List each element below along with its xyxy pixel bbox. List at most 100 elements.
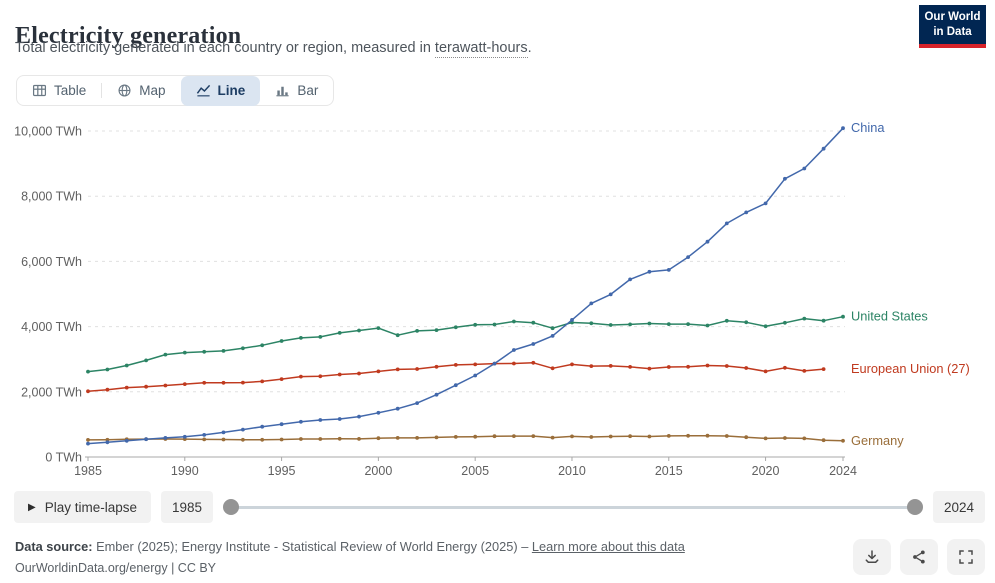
data-point-china xyxy=(357,414,361,419)
learn-more-link[interactable]: Learn more about this data xyxy=(531,539,685,554)
chart-plot-area[interactable]: 0 TWh 2,000 TWh 4,000 TWh 6,000 TWh 8,000 TW… xyxy=(0,0,995,486)
data-source-line: Data source: Ember (2025); Energy Instit… xyxy=(15,539,685,554)
play-timelapse-button[interactable]: ▶ Play time-lapse xyxy=(14,491,151,523)
data-point-european-union-27 xyxy=(453,363,458,367)
timeline-start-year[interactable]: 1985 xyxy=(161,491,214,523)
x-axis-label: 1990 xyxy=(171,464,199,478)
data-point-germany xyxy=(686,433,690,438)
y-axis-label: 6,000 TWh xyxy=(21,255,82,269)
data-point-china xyxy=(395,406,400,411)
bar-chart-icon xyxy=(276,86,289,97)
series-line-china[interactable] xyxy=(87,127,844,445)
data-point-germany xyxy=(666,434,671,438)
data-point-united-states xyxy=(492,322,497,327)
timeline-slider[interactable] xyxy=(223,491,923,523)
data-point-european-union-27 xyxy=(260,379,265,384)
data-point-european-union-27 xyxy=(666,365,671,369)
data-point-european-union-27 xyxy=(318,374,323,379)
data-point-china xyxy=(705,239,710,244)
owid-logo[interactable]: Our World in Data xyxy=(919,5,986,48)
series-label-germany[interactable]: Germany xyxy=(851,433,904,448)
data-point-china xyxy=(724,221,729,226)
x-axis-label: 2020 xyxy=(752,464,780,478)
data-point-united-states xyxy=(182,350,187,355)
data-point-germany xyxy=(86,438,90,442)
data-point-united-states xyxy=(744,320,749,325)
series-line-united-states[interactable] xyxy=(87,315,844,373)
x-axis-label: 2015 xyxy=(655,464,683,478)
series-label-united-states[interactable]: United States xyxy=(851,309,928,324)
data-point-european-union-27 xyxy=(86,389,90,394)
data-point-united-states xyxy=(144,358,149,363)
data-point-germany xyxy=(512,434,516,438)
data-point-germany xyxy=(783,436,787,440)
timeline-slider-track[interactable] xyxy=(229,505,917,509)
data-point-united-states xyxy=(299,336,303,340)
data-point-united-states xyxy=(453,325,458,330)
terawatt-hours-term-link[interactable]: terawatt-hours xyxy=(434,40,528,58)
x-axis-label: 1985 xyxy=(74,464,102,478)
data-point-european-union-27 xyxy=(299,374,303,379)
series-label-china[interactable]: China xyxy=(851,120,885,135)
data-point-european-union-27 xyxy=(570,362,574,367)
x-axis-label: 2000 xyxy=(364,464,392,478)
data-point-germany xyxy=(724,434,729,438)
data-point-germany xyxy=(608,434,613,439)
data-point-united-states xyxy=(318,335,323,339)
series-line-germany[interactable] xyxy=(87,434,844,442)
data-point-germany xyxy=(376,436,381,441)
series-label-european-union-27[interactable]: European Union (27) xyxy=(851,361,970,376)
chart-type-tabs: Table Map Line xyxy=(16,75,335,106)
data-source-text: Ember (2025); Energy Institute - Statist… xyxy=(96,539,518,554)
data-point-european-union-27 xyxy=(415,367,419,371)
data-point-united-states xyxy=(241,346,245,351)
timeline-handle-start[interactable] xyxy=(223,499,240,515)
data-point-united-states xyxy=(357,328,361,333)
data-point-china xyxy=(434,392,439,397)
data-point-european-union-27 xyxy=(221,380,226,385)
tab-map[interactable]: Map xyxy=(102,76,180,106)
data-point-germany xyxy=(357,437,361,441)
data-point-united-states xyxy=(279,339,284,343)
data-point-european-union-27 xyxy=(763,369,768,374)
data-point-european-union-27 xyxy=(550,366,555,371)
data-point-european-union-27 xyxy=(202,380,207,385)
y-axis-label: 8,000 TWh xyxy=(21,190,82,204)
timeline-handle-end[interactable] xyxy=(906,499,923,515)
data-point-european-union-27 xyxy=(395,367,400,372)
x-axis-label: 2024 xyxy=(829,464,857,478)
y-axis-label: 10,000 TWh xyxy=(14,125,82,139)
share-button[interactable] xyxy=(900,539,938,575)
data-point-european-union-27 xyxy=(105,387,110,392)
data-point-united-states xyxy=(589,321,594,326)
data-point-european-union-27 xyxy=(531,360,536,365)
timeline-end-year[interactable]: 2024 xyxy=(932,491,985,523)
fullscreen-button[interactable] xyxy=(947,539,985,575)
y-axis-label: 4,000 TWh xyxy=(21,320,82,334)
data-point-european-union-27 xyxy=(357,371,361,376)
data-point-european-union-27 xyxy=(279,377,284,381)
tab-table[interactable]: Table xyxy=(17,76,101,106)
data-point-germany xyxy=(221,437,226,442)
tab-line[interactable]: Line xyxy=(180,75,261,106)
y-axis-label: 2,000 TWh xyxy=(21,385,82,399)
tab-line-label: Line xyxy=(217,83,246,98)
data-point-united-states xyxy=(841,314,845,319)
data-point-germany xyxy=(415,436,419,440)
tab-bar-label: Bar xyxy=(297,83,319,98)
data-point-china xyxy=(415,401,419,405)
data-point-germany xyxy=(279,437,284,442)
data-point-european-union-27 xyxy=(124,385,129,390)
table-icon xyxy=(32,84,47,97)
download-button[interactable] xyxy=(853,539,891,575)
data-point-united-states xyxy=(666,322,671,326)
data-point-united-states xyxy=(802,316,807,321)
data-point-european-union-27 xyxy=(686,364,690,369)
timeline-controls: ▶ Play time-lapse 1985 2024 xyxy=(14,491,985,523)
data-point-china xyxy=(608,292,613,297)
data-point-germany xyxy=(647,434,652,439)
tab-bar[interactable]: Bar xyxy=(260,76,333,106)
tab-table-label: Table xyxy=(54,83,87,98)
data-point-china xyxy=(105,440,110,445)
data-point-united-states xyxy=(763,324,768,329)
